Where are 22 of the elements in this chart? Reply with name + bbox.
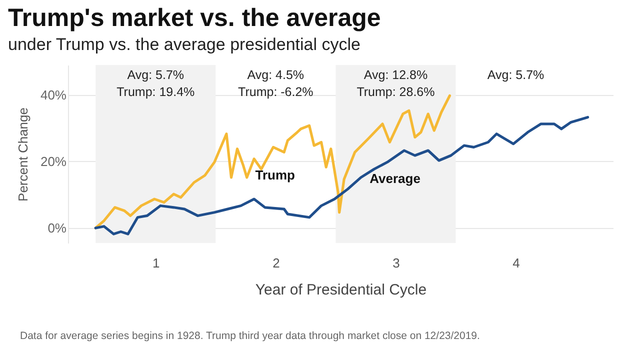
text: Data for average series begins in 1928. Trump third year data through market close on 12/23/2019. [20, 330, 480, 342]
chart-title: Trump's market vs. the average [8, 4, 381, 32]
y-tick-label: 20% [40, 154, 67, 169]
annotation: Avg: 5.7% [487, 68, 544, 82]
y-tick-label: 40% [40, 87, 67, 102]
x-tick-label: 1 [152, 256, 160, 270]
annotation: Trump: 28.6% [356, 85, 435, 99]
line-series [94, 116, 590, 236]
annotation: Avg: 5.7% [127, 68, 184, 82]
y-tick-label: 0% [48, 220, 67, 236]
annotation: Avg: 12.8% [364, 68, 428, 82]
y-axis-title: Percent Change [15, 108, 30, 202]
x-tick-label: 3 [392, 256, 400, 270]
series-label: Average [370, 170, 420, 186]
x-tick-label: 4 [512, 256, 520, 270]
x-axis-title: Year of Presidential Cycle [255, 282, 427, 298]
annotation: Avg: 4.5% [247, 68, 304, 82]
x-tick-label: 2 [272, 256, 280, 270]
annotation: Trump: 19.4% [116, 85, 195, 99]
chart-subtitle: under Trump vs. the average presidential cycle [8, 35, 360, 54]
series-label: Trump [255, 167, 296, 182]
annotation: Trump: -6.2% [238, 85, 314, 99]
